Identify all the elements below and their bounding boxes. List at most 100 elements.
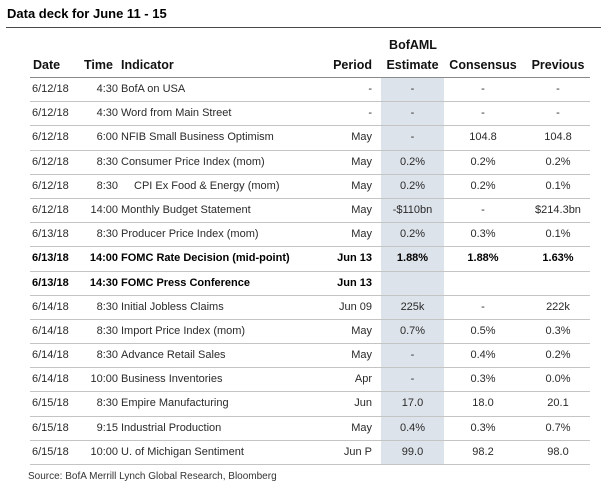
indicator-cell: Consumer Price Index (mom) [121, 155, 265, 168]
consensus-cell: 0.2% [470, 179, 496, 192]
previous-cell: - [556, 83, 560, 95]
period-cell: May [351, 179, 372, 192]
period-cell: May [351, 349, 372, 362]
period-cell: May [351, 421, 372, 434]
page-title: Data deck for June 11 - 15 [7, 6, 167, 21]
table-row: 6/14/18 8:30 Initial Jobless Claims Jun 09 2… [30, 296, 590, 320]
table-row: 6/12/18 6:00 NFIB Small Business Optimism M… [30, 126, 590, 151]
consensus-cell: 104.8 [469, 131, 497, 144]
time-cell: 8:30 [96, 155, 118, 168]
time-cell: 14:00 [90, 203, 118, 216]
table-row: 6/15/18 9:15 Industrial Production May 0.4% 0… [30, 417, 590, 441]
table-row: 6/12/18 4:30 Word from Main Street - - - - [30, 102, 590, 127]
time-cell: 8:30 [96, 179, 118, 192]
indicator-cell: Empire Manufacturing [121, 397, 229, 410]
header-consensus: Consensus [449, 58, 517, 72]
period-cell: Jun P [343, 445, 372, 458]
header-estimate-top: BofAML [389, 38, 437, 52]
indicator-cell: Producer Price Index (mom) [121, 228, 259, 241]
time-cell: 8:30 [96, 324, 118, 337]
time-cell: 8:30 [96, 349, 118, 362]
time-cell: 6:00 [96, 131, 118, 144]
consensus-cell: 1.88% [467, 252, 499, 265]
previous-cell: - [556, 107, 560, 120]
indicator-cell: BofA on USA [121, 83, 186, 95]
consensus-cell: 98.2 [472, 445, 494, 458]
consensus-cell: - [481, 83, 485, 95]
date-cell: 6/12/18 [32, 203, 69, 216]
consensus-cell: 18.0 [472, 397, 494, 410]
time-cell: 8:30 [96, 228, 118, 241]
estimate-cell: 99.0 [401, 445, 424, 458]
table-row: 6/12/18 8:30 CPI Ex Food & Energy (mom) May… [30, 175, 590, 199]
indicator-cell: Monthly Budget Statement [121, 203, 251, 216]
date-cell: 6/12/18 [32, 155, 69, 168]
period-cell: May [351, 228, 372, 241]
previous-cell: 0.2% [545, 155, 571, 168]
time-cell: 8:30 [96, 300, 118, 313]
data-table: 6/12/18 4:30 BofA on USA - - - - 6/12/18 4:30 Wor… [30, 78, 590, 465]
consensus-cell: 0.2% [470, 155, 496, 168]
header-estimate: Estimate [386, 58, 439, 72]
date-cell: 6/15/18 [32, 445, 69, 458]
table-row: 6/12/18 8:30 Consumer Price Index (mom) May… [30, 151, 590, 175]
period-cell: - [368, 83, 372, 95]
estimate-cell: - [410, 107, 415, 120]
time-cell: 8:30 [96, 397, 118, 410]
period-cell: May [351, 155, 372, 168]
estimate-cell: - [410, 83, 415, 95]
consensus-cell: 0.3% [470, 228, 496, 241]
date-cell: 6/12/18 [32, 107, 69, 120]
indicator-cell: Word from Main Street [121, 107, 232, 120]
estimate-cell: - [410, 131, 415, 144]
table-row: 6/15/18 10:00 U. of Michigan Sentiment Jun … [30, 441, 590, 465]
previous-cell: 0.0% [545, 373, 571, 386]
table-row: 6/14/18 8:30 Advance Retail Sales May - 0.4% 0… [30, 344, 590, 369]
previous-cell: 98.0 [547, 445, 569, 458]
date-cell: 6/14/18 [32, 373, 69, 386]
previous-cell: 20.1 [547, 397, 569, 410]
header-previous: Previous [531, 58, 585, 72]
date-cell: 6/13/18 [32, 276, 69, 289]
estimate-cell: 17.0 [401, 397, 424, 410]
source-note: Source: BofA Merrill Lynch Global Resear… [28, 471, 277, 482]
indicator-cell: CPI Ex Food & Energy (mom) [134, 179, 280, 192]
consensus-cell: 0.3% [470, 373, 496, 386]
period-cell: Apr [354, 373, 372, 386]
period-cell: May [351, 324, 372, 337]
header-divider [30, 77, 590, 78]
estimate-cell: 0.4% [399, 421, 426, 434]
time-cell: 10:00 [90, 445, 118, 458]
period-cell: Jun 13 [337, 252, 372, 265]
table-row: 6/14/18 8:30 Import Price Index (mom) May 0.… [30, 320, 590, 345]
header-indicator: Indicator [121, 58, 174, 72]
date-cell: 6/15/18 [32, 397, 69, 410]
time-cell: 9:15 [96, 421, 118, 434]
date-cell: 6/12/18 [32, 131, 69, 144]
indicator-cell: Import Price Index (mom) [121, 324, 246, 337]
date-cell: 6/14/18 [32, 300, 69, 313]
date-cell: 6/13/18 [32, 252, 69, 265]
estimate-cell: -$110bn [392, 203, 433, 216]
time-cell: 14:00 [89, 252, 118, 265]
previous-cell: 0.3% [545, 324, 571, 337]
indicator-cell: Initial Jobless Claims [121, 300, 224, 313]
previous-cell: 0.1% [545, 228, 571, 241]
estimate-cell: - [410, 349, 415, 362]
previous-cell: 104.8 [544, 131, 572, 144]
period-cell: May [351, 203, 372, 216]
table-row: 6/13/18 14:30 FOMC Press Conference Jun 13 [30, 272, 590, 296]
consensus-cell: - [481, 300, 485, 313]
period-cell: Jun 13 [337, 276, 372, 289]
estimate-cell: 0.2% [399, 228, 426, 241]
indicator-cell: FOMC Rate Decision (mid-point) [121, 252, 290, 265]
period-cell: Jun [354, 397, 372, 410]
header-period: Period [333, 58, 372, 72]
indicator-cell: Industrial Production [121, 421, 222, 434]
header-time: Time [84, 58, 113, 72]
time-cell: 14:30 [89, 276, 118, 289]
estimate-cell: 0.2% [399, 155, 426, 168]
indicator-cell: FOMC Press Conference [121, 276, 250, 289]
previous-cell: 222k [546, 300, 570, 313]
table-row: 6/12/18 4:30 BofA on USA - - - - [30, 78, 590, 103]
